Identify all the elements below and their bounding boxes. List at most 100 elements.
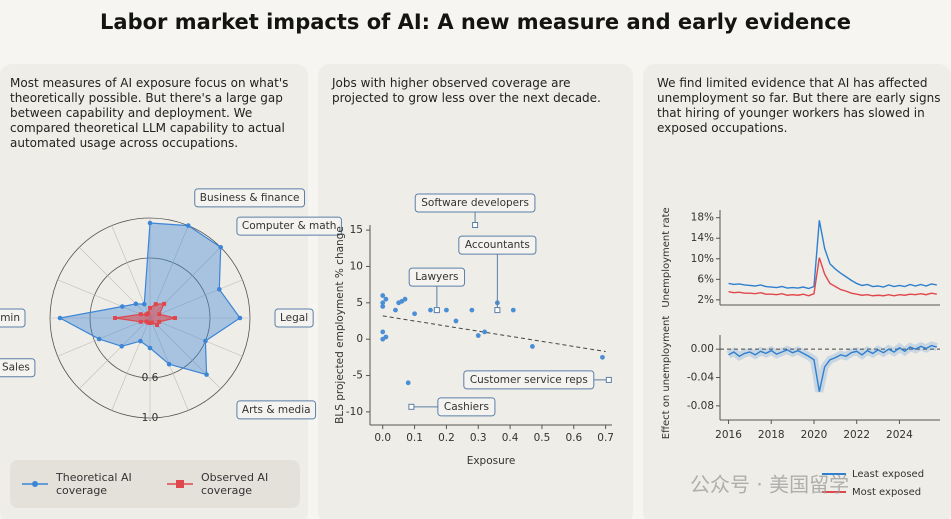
point [412,311,417,317]
legend-icon [167,480,193,488]
label-box [463,370,595,390]
legend-item: Theoretical AI coverage [10,471,155,497]
series-line [728,344,937,392]
y-tick-label: 6% [697,273,714,285]
point [428,307,433,313]
radar-point [204,372,209,377]
y-tick-label: 0 [356,333,363,345]
y-tick-label: -5 [353,370,363,382]
point [529,344,535,349]
x-tick-label: 0.1 [406,432,423,444]
y-tick-label: 2% [697,294,714,306]
radar-point [57,315,63,321]
axis-label: Legal [280,312,308,324]
series-line [728,257,937,297]
panel-text: We find limited evidence that AI has aff… [657,76,941,135]
annotated-point [494,307,501,314]
point [469,307,475,313]
point [510,307,516,313]
spoke [149,317,243,357]
radar-point [218,244,224,250]
spoke [149,317,221,389]
y-tick-label: -0.08 [687,400,714,412]
axis-label: Sales [2,362,30,374]
y-tick-label: 0.00 [691,343,714,355]
axis-label: Computer & math [242,220,337,232]
radar-point [138,338,143,344]
y-tick-label: 5 [356,297,363,309]
radar-point [147,220,153,226]
annotated-point [408,403,415,410]
y-tick-label: -0.04 [687,372,714,384]
radar-point [146,311,151,316]
y-axis-label: BLS projected employment % change [334,226,346,424]
x-axis-label: Exposure [467,455,516,467]
label-box [0,358,36,378]
legend-icon [22,481,48,487]
y-axis-label: Effect on unemployment [661,316,672,440]
spoke [79,317,151,389]
x-tick-label: 2018 [758,429,785,441]
annotated-point [472,222,479,228]
panel-text: Most measures of AI exposure focus on wh… [10,76,289,150]
watermark: 公众号 · 美国留学 [690,473,849,497]
page-title: Labor market impacts of AI: A new measur… [100,10,851,34]
radar-point [203,338,208,344]
y-axis-label: Unemployment rate [661,207,672,307]
label-box [0,308,26,328]
legend: Theoretical AI coverage Observed AI cove… [10,460,300,508]
x-tick-label: 2024 [886,429,913,441]
radar-point [144,319,149,324]
radar-point [147,345,153,351]
label-box [437,397,496,417]
point [380,293,386,298]
point [475,333,481,338]
annotation: Customer service reps [470,374,588,386]
label-box [236,216,342,236]
x-tick-label: 2016 [715,429,742,441]
y-tick-label: 10 [350,260,363,272]
x-tick-label: 0.5 [534,432,551,444]
y-tick-label: -10 [346,406,363,418]
radar-point [113,316,117,320]
x-tick-label: 2022 [843,429,870,441]
point [444,307,449,313]
axis-label: Office & admin [0,312,20,324]
point [482,329,488,335]
panel [643,64,951,519]
x-tick-label: 0.2 [438,432,455,444]
y-tick-label: 10% [691,253,714,265]
spoke [57,317,151,357]
radar-point [185,223,191,228]
axis-label: Business & finance [200,192,300,204]
annotation: Software developers [421,197,529,209]
radar-point [138,312,143,317]
trend-line [382,315,606,353]
radar-point [157,319,162,324]
radar-point [119,304,125,309]
annotation: Accountants [465,239,530,251]
label-box [194,188,306,208]
annotated-point [433,307,440,314]
label-box [414,193,536,213]
legend-label: Theoretical AI coverage [56,471,132,497]
point [600,354,605,360]
x-tick-label: 2020 [801,429,828,441]
radar-point [96,336,102,342]
radar-point [141,301,147,307]
label-box [458,235,537,255]
radar-point [173,316,177,320]
series-line [728,220,937,290]
legend-label: Most exposed [852,487,921,498]
radar-point [166,361,172,367]
annotation: Lawyers [415,271,458,283]
spoke [57,279,151,319]
point [453,318,459,324]
point [380,300,386,306]
point [383,296,389,302]
annotated-point [605,376,612,383]
panel [0,64,308,519]
label-box [408,267,466,287]
label-box [236,400,317,420]
